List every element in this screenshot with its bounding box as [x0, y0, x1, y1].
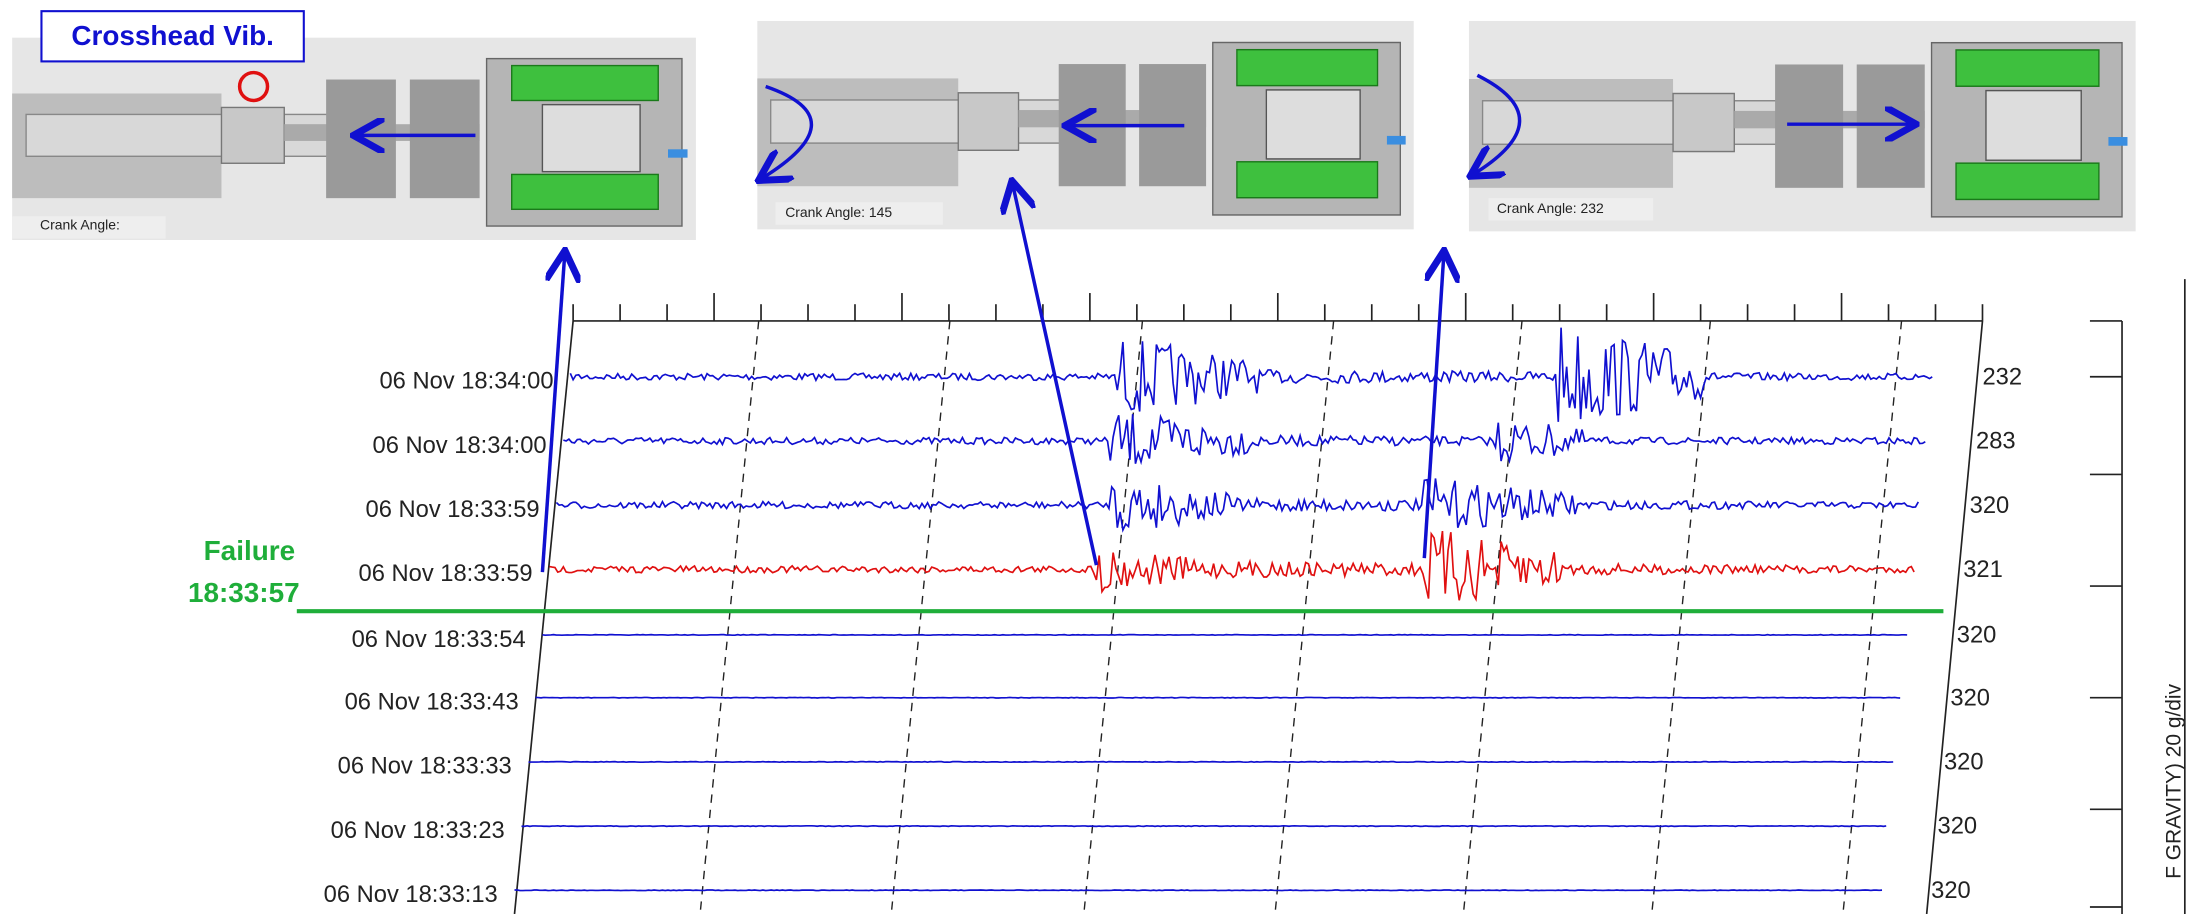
snapshot: Crank Angle: 232	[1469, 21, 2136, 231]
trace-time: 06 Nov 18:33:54	[352, 627, 526, 653]
crank-angle: Crank Angle:	[40, 217, 120, 233]
trace-value: 321	[1963, 557, 2003, 583]
callout: Crosshead Vib.	[71, 20, 274, 51]
waveform	[570, 328, 1932, 422]
division-line	[1652, 321, 1711, 914]
waveform	[549, 531, 1914, 600]
trace-value: 320	[1970, 493, 2010, 519]
trace-value: 232	[1982, 364, 2022, 390]
trace-value: 320	[1950, 685, 1990, 711]
trace-value: 283	[1976, 429, 2016, 455]
crank-angle: Crank Angle: 145	[785, 204, 892, 220]
failure-time: 18:33:57	[188, 577, 300, 608]
axis-label: F GRAVITY) 20 g/div	[2163, 683, 2186, 878]
failure-label: Failure	[204, 535, 295, 566]
snapshot: Crank Angle: 145	[757, 21, 1413, 229]
trace-time: 06 Nov 18:33:23	[331, 818, 505, 844]
waveform	[542, 635, 1907, 636]
waveform	[528, 762, 1893, 763]
screenshot: Crank Angle: Crank Angle: 145 Crank Angl…	[0, 0, 2190, 914]
trace-value: 320	[1931, 878, 1971, 904]
plot-frame	[515, 279, 2185, 914]
trace-time: 06 Nov 18:33:33	[338, 754, 512, 780]
trace-time: 06 Nov 18:33:43	[345, 690, 519, 716]
waveform	[556, 478, 1918, 529]
crank-angle: Crank Angle: 232	[1497, 200, 1604, 216]
trace-time: 06 Nov 18:34:00	[379, 369, 553, 395]
trace-value: 320	[1957, 623, 1997, 649]
trace-time: 06 Nov 18:33:59	[366, 497, 540, 523]
division-line	[700, 321, 759, 914]
trace-time: 06 Nov 18:33:13	[324, 882, 498, 908]
division-line	[891, 321, 950, 914]
plot: 06 Nov 18:34:00 232 06 Nov 18:34:00 283 06 N…	[324, 321, 2022, 914]
page: {"callout":"Crosshead Vib.", "snapshots"…	[0, 0, 2190, 914]
waveform	[515, 890, 1883, 891]
trace-value: 320	[1938, 814, 1978, 840]
division-line	[1843, 321, 1902, 914]
trace-time: 06 Nov 18:34:00	[373, 433, 547, 459]
trace-value: 320	[1944, 750, 1984, 776]
waveform	[563, 414, 1925, 464]
snapshot: Crank Angle:	[12, 38, 696, 240]
waveform	[535, 697, 1900, 698]
division-line	[1084, 321, 1143, 914]
waveform	[521, 826, 1886, 827]
trace-time: 06 Nov 18:33:59	[359, 561, 533, 587]
